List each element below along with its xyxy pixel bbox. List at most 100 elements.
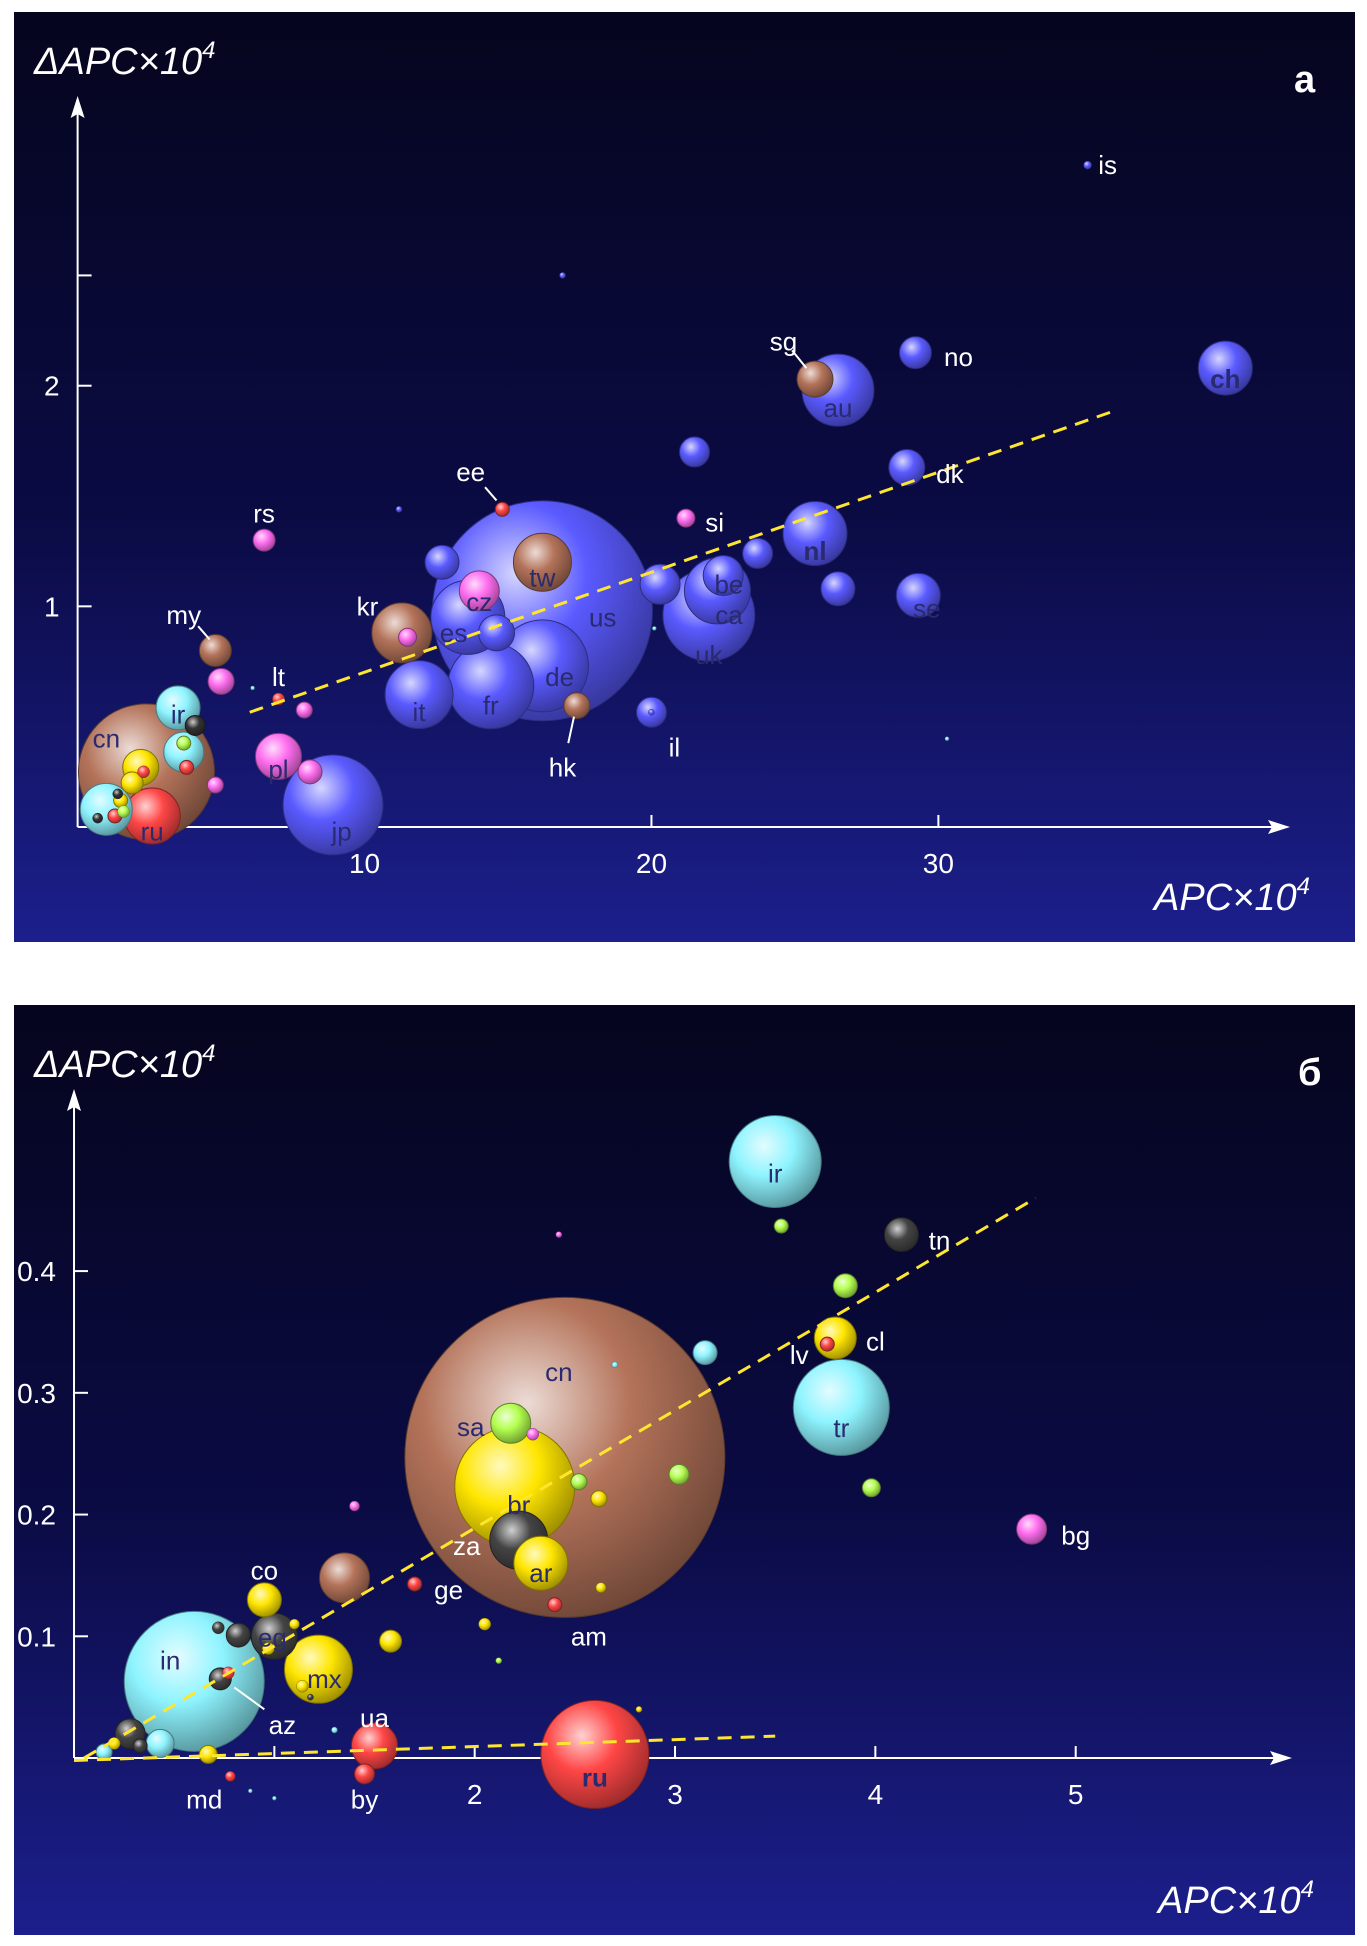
label-no: no (944, 342, 973, 372)
x-axis-title: APC×104 (1156, 1876, 1314, 1922)
x-tick-label: 4 (868, 1779, 884, 1810)
label-uk: uk (695, 640, 723, 670)
label-us: us (589, 602, 616, 632)
bubble (206, 776, 224, 794)
bubble-nl (782, 501, 848, 567)
label-cz: cz (466, 587, 492, 617)
bubble (652, 626, 657, 631)
label-za: za (453, 1531, 481, 1561)
plot-background (14, 12, 1355, 942)
label-sa: sa (457, 1412, 485, 1442)
label-jp: jp (330, 816, 351, 846)
x-tick-label: 5 (1068, 1779, 1084, 1810)
bubble (820, 571, 856, 607)
label-hk: hk (549, 752, 577, 782)
trend-line-secondary (73, 1734, 776, 1762)
label-ee: ee (456, 457, 485, 487)
label-my: my (166, 600, 201, 630)
bubble (379, 1629, 403, 1653)
chart-panel-a: 10 20 30 1 2 is au sg no ch dk si ee rs nl us uk ca be se tw… (14, 12, 1355, 942)
bubble-tn (883, 1217, 919, 1253)
label-ir: ir (171, 699, 186, 729)
bubble (395, 506, 403, 513)
bubble-ru (540, 1699, 650, 1809)
bubble-se (895, 572, 941, 618)
bubble (944, 736, 950, 741)
label-de: de (545, 662, 574, 692)
bubble (742, 537, 774, 569)
bubble (307, 1693, 314, 1701)
bubble (289, 1618, 300, 1630)
label-az: az (269, 1710, 296, 1740)
bubble (478, 1617, 491, 1631)
bubble-ge (407, 1576, 423, 1592)
bubble (179, 759, 195, 775)
label-nl: nl (803, 536, 826, 566)
label-md: md (186, 1784, 222, 1814)
label-mx: mx (307, 1664, 342, 1694)
y-tick-label: 0.3 (17, 1378, 56, 1409)
label-fr: fr (483, 691, 499, 721)
bubble-ua (351, 1722, 399, 1770)
bubble (692, 1340, 718, 1366)
bubble-ar (513, 1535, 569, 1591)
bubble (678, 436, 710, 468)
label-am: am (571, 1621, 607, 1651)
label-sg: sg (770, 327, 797, 357)
label-ru: ru (582, 1763, 608, 1793)
bubble (590, 1490, 608, 1508)
panel-tag: а (1294, 59, 1316, 101)
x-tick-label: 30 (923, 848, 954, 879)
bubble-dk (888, 448, 926, 486)
bubble-hk (563, 692, 591, 720)
label-lt: lt (272, 662, 286, 692)
label-rs: rs (253, 499, 275, 529)
bubble-ch (1197, 340, 1253, 396)
bubble-sg (796, 360, 834, 398)
bubble (648, 708, 655, 716)
bubble-it (384, 660, 454, 730)
bubble (132, 1738, 148, 1754)
label-it: it (413, 697, 427, 727)
bubble (424, 544, 460, 580)
bubble-co (246, 1582, 282, 1618)
bubble (184, 714, 206, 736)
bubble-am (547, 1597, 563, 1613)
chart-panel-b: 2 3 4 5 0.1 0.2 0.3 0.4 ir tn cl lv tr cn sa br bg za ar ge… (14, 1005, 1355, 1935)
label-pl: pl (268, 755, 288, 785)
bubble (861, 1478, 881, 1498)
leader-sg (791, 349, 808, 369)
bubble-ir (728, 1115, 822, 1209)
bubble (526, 1427, 540, 1441)
bubble (495, 1657, 502, 1664)
scatter-chart-b: 2 3 4 5 0.1 0.2 0.3 0.4 ir tn cl lv tr cn sa br bg za ar ge… (14, 1005, 1355, 1935)
bubble (117, 805, 130, 818)
label-eg: eg (258, 1623, 287, 1653)
label-br: br (507, 1490, 530, 1520)
label-co: co (251, 1556, 278, 1586)
bubble (92, 812, 103, 824)
y-axis-title: ΔAPC×104 (33, 1040, 215, 1086)
x-axis-title: APC×104 (1152, 873, 1310, 919)
y-axis-arrow (67, 1089, 82, 1111)
label-si: si (705, 508, 724, 538)
label-lv: lv (790, 1340, 809, 1370)
label-is: is (1098, 150, 1117, 180)
label-ar: ar (529, 1558, 552, 1588)
label-kr: kr (357, 591, 379, 621)
bubble-tr (792, 1358, 890, 1456)
bubble-ee (494, 501, 510, 517)
label-tn: tn (929, 1226, 951, 1256)
label-tw: tw (529, 563, 555, 593)
label-ir: ir (768, 1159, 783, 1189)
label-cl: cl (866, 1327, 885, 1357)
bubble (668, 1463, 690, 1485)
y-axis-title: ΔAPC×104 (33, 37, 215, 83)
bubble-sa (490, 1402, 532, 1444)
label-au: au (823, 393, 852, 423)
bubble-is (1083, 160, 1092, 170)
bubble (137, 765, 150, 779)
label-in: in (160, 1646, 180, 1676)
bubble (318, 1552, 370, 1604)
